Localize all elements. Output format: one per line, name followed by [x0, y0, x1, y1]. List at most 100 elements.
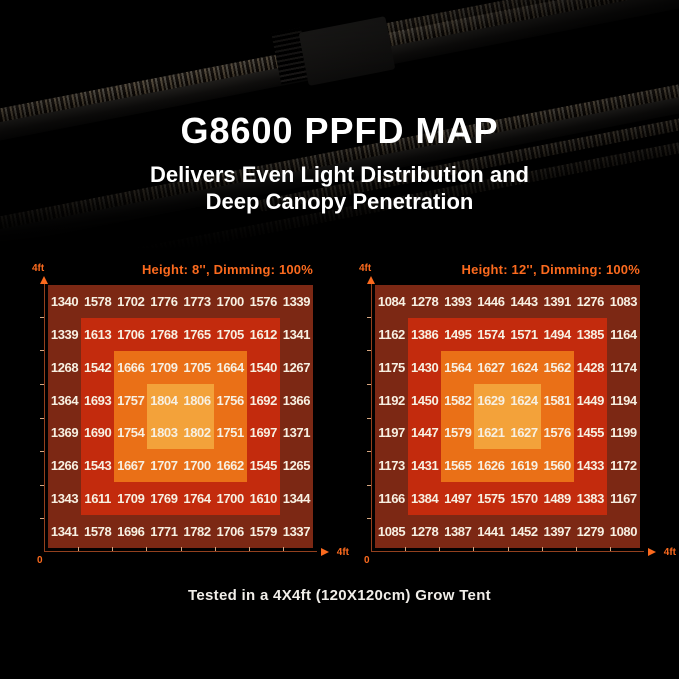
- ppfd-value-cell: 1085: [377, 524, 406, 540]
- ppfd-value-cell: 1364: [50, 392, 79, 408]
- ppfd-value-cell: 1700: [216, 293, 245, 309]
- heatmap-grid: 1084 1278 1393 1446 1443 1391 1276 1083 1162 1386…: [375, 285, 640, 548]
- ppfd-value-cell: 1624: [510, 359, 538, 375]
- x-axis: [44, 547, 317, 552]
- ppfd-value-cell: 1803: [150, 425, 178, 441]
- ppfd-value-cell: 1494: [543, 326, 572, 342]
- axis-tick: [40, 451, 44, 453]
- axis-tick: [40, 417, 44, 419]
- page-subtitle: Delivers Even Light Distribution and Dee…: [0, 161, 679, 215]
- ppfd-value-grid: 1084 1278 1393 1446 1443 1391 1276 1083 1162 1386…: [375, 285, 640, 548]
- ppfd-value-cell: 1782: [183, 524, 211, 540]
- ppfd-value-cell: 1802: [183, 425, 211, 441]
- ppfd-value-cell: 1576: [249, 293, 278, 309]
- ppfd-value-cell: 1366: [282, 392, 311, 408]
- ppfd-value-cell: 1690: [84, 425, 112, 441]
- ppfd-value-cell: 1441: [477, 524, 505, 540]
- ppfd-value-cell: 1612: [249, 326, 278, 342]
- ppfd-map-height-8in: Height: 8'', Dimming: 100% 1340 1578 1702 1…: [32, 262, 349, 566]
- ppfd-value-cell: 1337: [282, 524, 311, 540]
- page-title: G8600 PPFD MAP: [180, 110, 499, 151]
- axis-tick: [282, 547, 284, 551]
- x-axis-max-label: 4ft: [663, 547, 676, 558]
- axis-tick: [367, 484, 371, 486]
- ppfd-value-cell: 1383: [576, 491, 605, 507]
- y-axis-max-label: 4ft: [32, 263, 45, 274]
- ppfd-value-cell: 1174: [610, 359, 637, 375]
- axis-tick: [541, 547, 543, 551]
- ppfd-value-cell: 1751: [216, 425, 245, 441]
- ppfd-value-cell: 1627: [477, 359, 505, 375]
- ppfd-value-cell: 1431: [411, 458, 439, 474]
- ppfd-value-cell: 1495: [444, 326, 472, 342]
- ppfd-value-cell: 1769: [150, 491, 178, 507]
- ppfd-value-cell: 1452: [510, 524, 538, 540]
- ppfd-value-cell: 1564: [444, 359, 472, 375]
- ppfd-value-cell: 1083: [609, 293, 638, 309]
- axis-tick: [40, 383, 44, 385]
- axis-tick: [180, 547, 182, 551]
- ppfd-value-cell: 1164: [610, 326, 637, 342]
- ppfd-value-cell: 1773: [183, 293, 211, 309]
- ppfd-value-cell: 1542: [84, 359, 112, 375]
- ppfd-value-cell: 1545: [249, 458, 278, 474]
- ppfd-value-cell: 1449: [576, 392, 605, 408]
- ppfd-value-cell: 1705: [183, 359, 211, 375]
- ppfd-value-cell: 1705: [216, 326, 245, 342]
- ppfd-value-cell: 1697: [249, 425, 278, 441]
- ppfd-value-cell: 1709: [117, 491, 145, 507]
- x-axis-arrow-icon: [321, 548, 329, 556]
- ppfd-value-cell: 1706: [216, 524, 245, 540]
- ppfd-value-cell: 1806: [183, 392, 211, 408]
- ppfd-value-cell: 1278: [411, 293, 439, 309]
- ppfd-value-cell: 1624: [510, 392, 538, 408]
- ppfd-value-cell: 1562: [543, 359, 572, 375]
- ppfd-value-cell: 1709: [150, 359, 178, 375]
- axis-tick: [367, 316, 371, 318]
- axis-tick: [78, 547, 80, 551]
- x-axis: [371, 547, 644, 552]
- ppfd-value-cell: 1339: [50, 326, 79, 342]
- ppfd-value-cell: 1706: [117, 326, 145, 342]
- axis-tick: [367, 350, 371, 352]
- ppfd-value-cell: 1582: [444, 392, 472, 408]
- ppfd-value-cell: 1489: [543, 491, 572, 507]
- axis-tick: [507, 547, 509, 551]
- heatmap-zone-center: [147, 383, 214, 450]
- axis-tick: [40, 484, 44, 486]
- ppfd-value-cell: 1371: [282, 425, 311, 441]
- ppfd-value-cell: 1626: [477, 458, 505, 474]
- y-axis-arrow-icon: [367, 276, 375, 284]
- ppfd-value-cell: 1571: [510, 326, 538, 342]
- ppfd-value-cell: 1450: [411, 392, 439, 408]
- ppfd-value-cell: 1756: [216, 392, 245, 408]
- ppfd-value-cell: 1369: [50, 425, 79, 441]
- headline-block: G8600 PPFD MAP Delivers Even Light Distr…: [0, 113, 679, 215]
- ppfd-value-grid: 1340 1578 1702 1776 1773 1700 1576 1339 1339 1613…: [48, 285, 313, 548]
- ppfd-value-cell: 1693: [84, 392, 112, 408]
- ppfd-value-cell: 1776: [150, 293, 178, 309]
- axis-tick: [473, 547, 475, 551]
- ppfd-value-cell: 1565: [444, 458, 472, 474]
- ppfd-value-cell: 1278: [411, 524, 439, 540]
- ppfd-value-cell: 1173: [378, 458, 405, 474]
- ppfd-value-cell: 1757: [117, 392, 145, 408]
- ppfd-value-cell: 1385: [576, 326, 605, 342]
- ppfd-value-cell: 1576: [543, 425, 572, 441]
- ppfd-value-cell: 1194: [610, 392, 637, 408]
- ppfd-value-cell: 1667: [117, 458, 145, 474]
- ppfd-value-cell: 1341: [282, 326, 311, 342]
- ppfd-value-cell: 1443: [510, 293, 538, 309]
- ppfd-value-cell: 1581: [543, 392, 572, 408]
- axis-origin-label: 0: [364, 555, 370, 566]
- heatmap-zone-center: [474, 383, 541, 450]
- y-axis-arrow-icon: [40, 276, 48, 284]
- ppfd-value-cell: 1084: [377, 293, 406, 309]
- ppfd-value-cell: 1692: [249, 392, 278, 408]
- ppfd-value-cell: 1267: [282, 359, 311, 375]
- axis-tick: [367, 518, 371, 520]
- ppfd-value-cell: 1764: [183, 491, 211, 507]
- hero-vignette: [0, 0, 679, 255]
- axis-tick: [405, 547, 407, 551]
- ppfd-value-cell: 1199: [610, 425, 637, 441]
